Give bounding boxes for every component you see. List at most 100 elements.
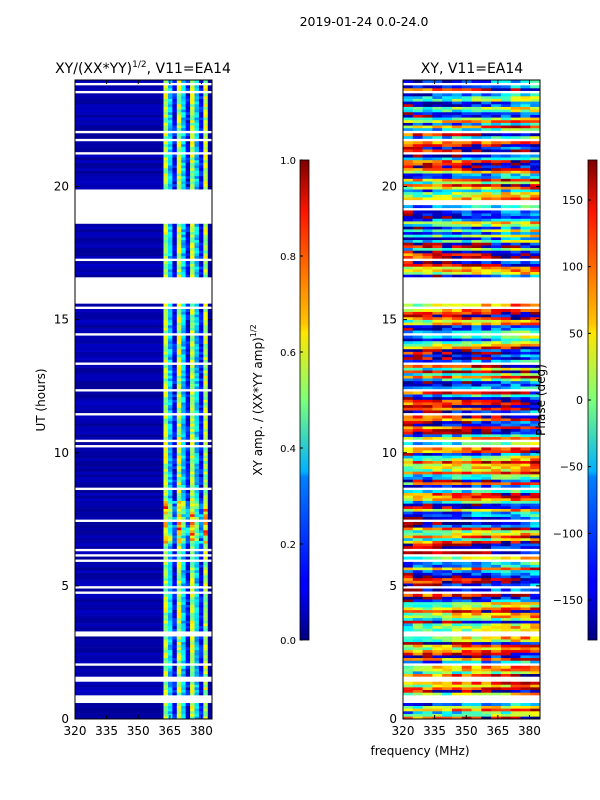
heat-cell: [403, 705, 414, 709]
heat-cell: [451, 452, 463, 456]
heat-cell: [167, 604, 173, 608]
heat-cell: [194, 474, 200, 478]
heat-cell: [412, 327, 423, 331]
heat-cell: [167, 482, 173, 485]
heat-cell: [190, 687, 195, 691]
heat-cell: [176, 426, 182, 430]
heat-cell: [167, 556, 173, 560]
heat-cell: [172, 492, 178, 496]
heat-cell: [176, 490, 182, 493]
heat-cell: [481, 167, 492, 171]
heat-cell: [181, 255, 186, 259]
heat-cell: [198, 378, 204, 382]
heat-cell: [207, 165, 212, 169]
heat-cell: [172, 402, 178, 406]
heat-cell: [198, 181, 204, 185]
heat-cell: [190, 404, 195, 408]
heat-cell: [172, 543, 178, 547]
heat-cell: [471, 436, 482, 440]
heat-cell: [510, 356, 521, 360]
heat-cell: [500, 508, 511, 512]
heat-cell: [461, 649, 472, 653]
heat-cell: [422, 569, 433, 573]
heat-cell: [167, 479, 173, 483]
heat-cell: [500, 308, 511, 312]
heat-cell: [471, 423, 482, 427]
heat-cell: [194, 391, 200, 395]
heat-cell: [198, 93, 204, 97]
heat-cell: [520, 567, 531, 571]
heat-cell: [190, 567, 195, 571]
heat-cell: [491, 396, 502, 400]
heat-cell: [461, 324, 472, 328]
heat-cell: [167, 229, 173, 233]
heat-cell: [500, 114, 511, 118]
heat-cell: [198, 85, 204, 89]
heat-cell: [471, 340, 482, 344]
heat-cell: [442, 513, 453, 517]
heat-cell: [181, 426, 186, 430]
heat-cell: [163, 532, 169, 536]
heat-cell: [471, 524, 482, 528]
heat-cell: [530, 183, 541, 187]
heat-cell: [510, 127, 521, 131]
heat-cell: [167, 431, 173, 435]
heat-cell: [163, 537, 169, 541]
heat-cell: [167, 681, 173, 685]
heat-cell: [422, 170, 433, 174]
heat-cell: [403, 569, 414, 573]
heat-cell: [442, 458, 453, 462]
heat-cell: [500, 271, 511, 275]
heat-cell: [510, 404, 521, 408]
heat-cell: [422, 665, 433, 669]
heat-cell: [412, 372, 423, 376]
heat-cell: [471, 269, 482, 272]
heat-cell: [510, 492, 521, 496]
heat-cell: [491, 351, 502, 355]
heat-cell: [481, 375, 492, 379]
heat-cell: [471, 197, 482, 201]
heat-cell: [481, 463, 492, 467]
heat-cell: [172, 404, 178, 408]
heat-cell: [481, 247, 492, 251]
heat-cell: [185, 183, 191, 187]
heat-cell: [176, 269, 182, 272]
heat-cell: [190, 434, 195, 438]
heat-cell: [198, 394, 204, 398]
heat-cell: [491, 428, 502, 432]
heat-cell: [403, 713, 414, 717]
heat-cell: [412, 529, 423, 533]
heat-cell: [510, 117, 521, 121]
heat-cell: [510, 407, 521, 411]
heat-cell: [203, 479, 209, 483]
heat-cell: [75, 436, 164, 440]
heat-cell: [491, 229, 502, 233]
heat-cell: [500, 189, 511, 193]
heat-cell: [491, 316, 502, 320]
heat-cell: [530, 455, 541, 459]
heat-cell: [207, 434, 212, 438]
heat-cell: [520, 157, 531, 161]
heat-cell: [481, 237, 492, 241]
heat-cell: [207, 641, 212, 645]
heat-cell: [181, 101, 186, 105]
heat-cell: [181, 95, 186, 99]
heat-cell: [530, 657, 541, 661]
heat-cell: [194, 535, 200, 539]
heat-cell: [442, 476, 453, 480]
heat-cell: [451, 577, 463, 581]
heat-cell: [520, 564, 531, 568]
heat-cell: [510, 253, 521, 257]
heat-cell: [422, 607, 433, 611]
heat-cell: [163, 511, 169, 515]
heat-cell: [203, 178, 209, 182]
heat-cell: [422, 314, 433, 318]
heat-cell: [194, 471, 200, 475]
heat-cell: [461, 460, 472, 464]
heat-cell: [481, 175, 492, 179]
heat-cell: [461, 455, 472, 459]
heat-cell: [176, 551, 182, 555]
heat-cell: [75, 506, 164, 509]
heat-cell: [481, 183, 492, 187]
heat-cell: [75, 572, 164, 576]
